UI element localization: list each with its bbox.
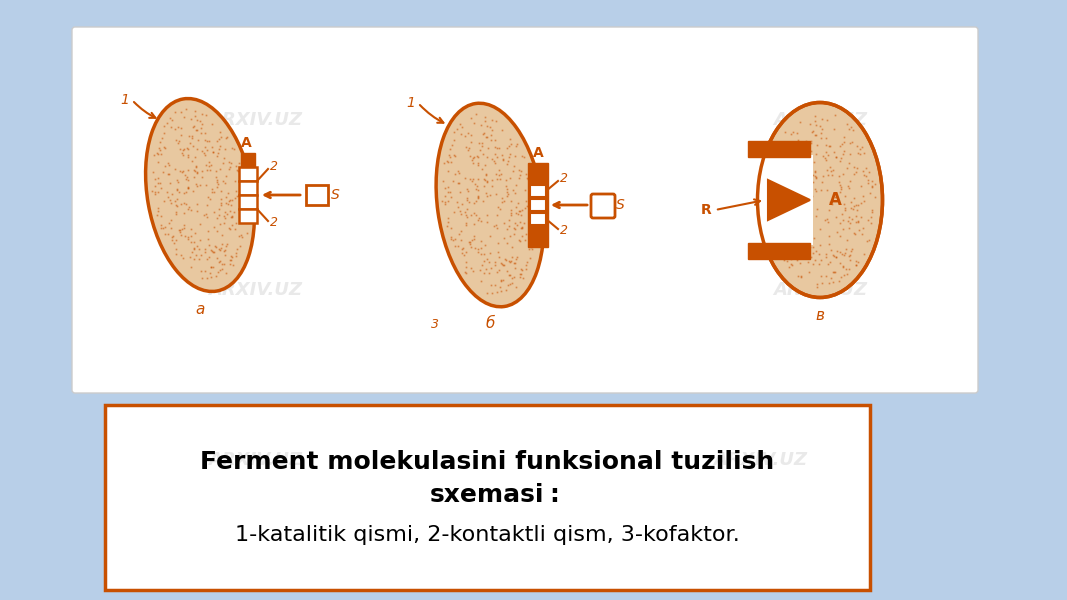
Text: ARXIV.UZ: ARXIV.UZ: [208, 111, 302, 129]
Text: 2: 2: [560, 224, 568, 238]
FancyBboxPatch shape: [591, 194, 615, 218]
Text: 2: 2: [270, 160, 278, 173]
Bar: [530, 185, 546, 197]
Text: S: S: [616, 198, 625, 212]
Text: ARXIV.UZ: ARXIV.UZ: [208, 281, 302, 299]
Bar: [241, 153, 255, 167]
Bar: [306, 185, 328, 205]
Text: 2: 2: [270, 217, 278, 229]
Bar: [239, 195, 257, 209]
Text: 1-katalitik qismi, 2-kontaktli qism, 3-kofaktor.: 1-katalitik qismi, 2-kontaktli qism, 3-k…: [235, 525, 739, 545]
Text: ARXIV.UZ: ARXIV.UZ: [773, 281, 867, 299]
Text: 2: 2: [560, 173, 568, 185]
Text: 3: 3: [431, 319, 439, 331]
Text: A: A: [829, 191, 842, 209]
Bar: [105, 405, 870, 590]
Bar: [528, 163, 548, 247]
Bar: [239, 209, 257, 223]
Text: R: R: [700, 203, 711, 217]
Text: sxemasi: sxemasi: [430, 483, 544, 507]
Bar: [239, 167, 257, 181]
Text: ARXIV.UZ: ARXIV.UZ: [208, 451, 302, 469]
Text: б: б: [485, 316, 495, 331]
Text: в: в: [815, 307, 825, 323]
Text: Ferment molekulasini funksional tuzilish: Ferment molekulasini funksional tuzilish: [200, 450, 775, 474]
Text: A: A: [241, 136, 252, 150]
Text: S: S: [331, 188, 339, 202]
Ellipse shape: [436, 103, 544, 307]
Text: ARXIV.UZ: ARXIV.UZ: [713, 451, 807, 469]
Ellipse shape: [145, 98, 254, 292]
FancyBboxPatch shape: [71, 27, 978, 393]
Text: 1: 1: [407, 96, 415, 110]
Text: :: :: [550, 483, 559, 507]
Bar: [745, 155, 813, 245]
Text: 1: 1: [121, 93, 129, 107]
Bar: [745, 155, 813, 245]
Bar: [239, 181, 257, 195]
Bar: [748, 141, 810, 157]
Text: a: a: [195, 302, 205, 317]
Polygon shape: [768, 180, 810, 220]
Ellipse shape: [758, 103, 882, 298]
Text: ARXIV.UZ: ARXIV.UZ: [773, 111, 867, 129]
Bar: [530, 199, 546, 211]
Bar: [748, 243, 810, 259]
Bar: [530, 213, 546, 225]
Text: A: A: [532, 146, 543, 160]
